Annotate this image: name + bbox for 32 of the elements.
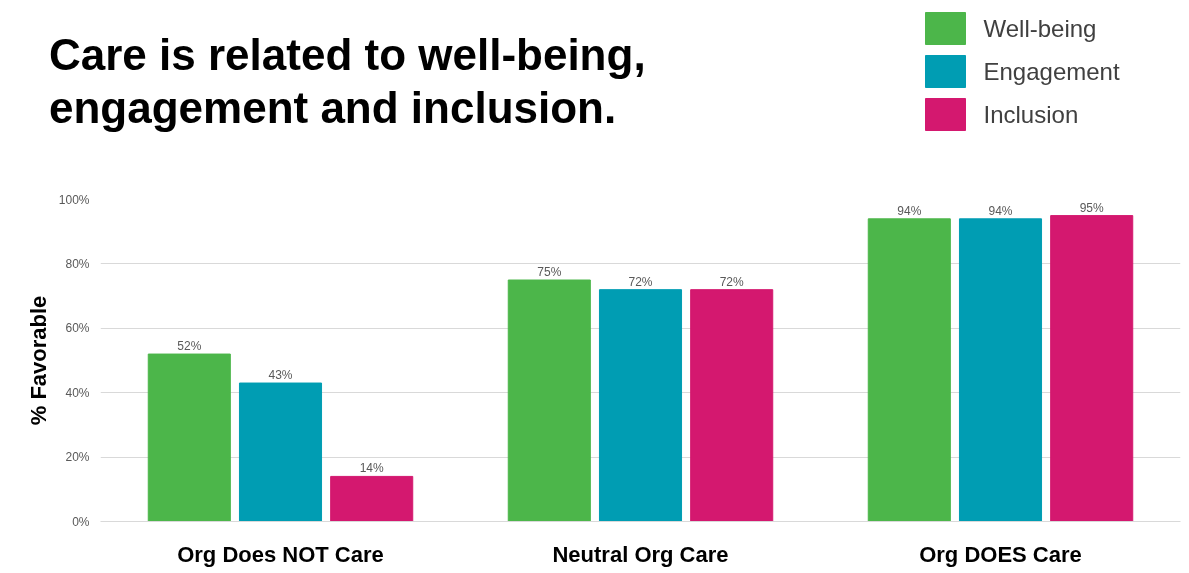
- y-tick-label: 80%: [65, 256, 90, 271]
- x-tick-label: Neutral Org Care: [552, 541, 729, 567]
- legend-label: Engagement: [983, 58, 1120, 85]
- y-tick-label: 40%: [65, 385, 90, 400]
- data-label: 95%: [1079, 200, 1105, 215]
- y-tick-label: 0%: [72, 514, 90, 529]
- data-label: 94%: [897, 203, 922, 218]
- data-label: 43%: [268, 368, 293, 383]
- data-label: 72%: [628, 274, 653, 289]
- bar: [238, 382, 323, 522]
- y-tick-label: 20%: [65, 450, 90, 465]
- bar: [690, 289, 774, 522]
- x-tick-label: Org DOES Care: [919, 541, 1082, 567]
- bar: [958, 218, 1043, 522]
- data-label: 75%: [537, 265, 562, 279]
- y-tick-label: 100%: [58, 192, 90, 207]
- data-label: 14%: [359, 461, 385, 476]
- y-tick-label: 60%: [65, 321, 90, 336]
- bar: [598, 289, 683, 522]
- bar: [1050, 215, 1134, 522]
- data-label: 52%: [177, 339, 202, 354]
- bar: [507, 279, 591, 522]
- legend-label: Well-being: [983, 15, 1097, 42]
- legend-label: Inclusion: [983, 101, 1079, 128]
- bar: [867, 218, 951, 522]
- bar: [330, 475, 414, 522]
- y-axis-title: % Favorable: [25, 295, 51, 426]
- data-label: 72%: [719, 274, 745, 289]
- chart-title: Care is related to well-being, engagement and inclusion.: [49, 29, 646, 134]
- x-tick-label: Org Does NOT Care: [177, 541, 384, 567]
- bar: [147, 353, 231, 522]
- data-label: 94%: [988, 203, 1013, 218]
